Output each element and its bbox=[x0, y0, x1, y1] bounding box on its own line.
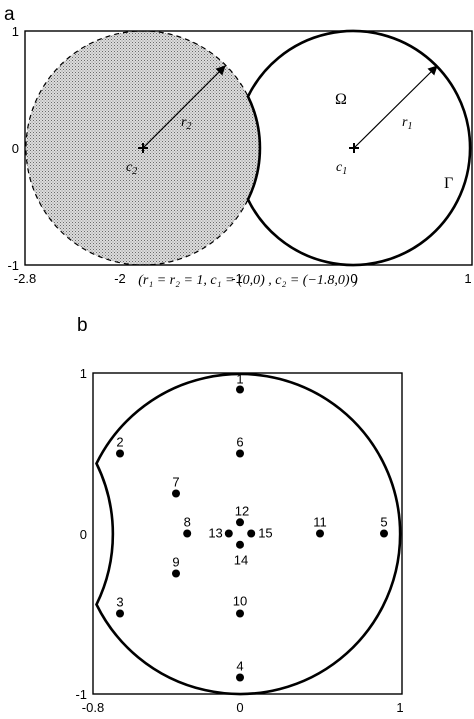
point-2-marker bbox=[116, 449, 124, 458]
point-10-label: 10 bbox=[233, 594, 247, 609]
panel-b-y-ticks: 1 0 -1 bbox=[75, 366, 87, 702]
point-12-label: 12 bbox=[235, 503, 249, 518]
y-tick-label: -1 bbox=[7, 258, 19, 273]
x-tick-label: -2.8 bbox=[14, 271, 36, 286]
gamma-label: Γ bbox=[444, 175, 453, 192]
point-3-label: 3 bbox=[116, 595, 123, 610]
x-tick-label: -2 bbox=[114, 271, 126, 286]
panel-a-caption: (r₁ = r₂ = 1, c₁ = (0,0) , c₂ = (−1.8,0)… bbox=[138, 273, 358, 288]
point-6-label: 6 bbox=[236, 435, 243, 450]
y-tick-label: 0 bbox=[12, 141, 19, 156]
c2-label: c2 bbox=[126, 160, 137, 177]
x-tick-label: 1 bbox=[464, 271, 471, 286]
point-15-label: 15 bbox=[258, 526, 272, 541]
point-12-marker bbox=[236, 518, 244, 527]
point-3-marker bbox=[116, 609, 124, 618]
domain-boundary bbox=[95, 372, 402, 696]
c1-label: c1 bbox=[336, 160, 347, 177]
point-1-label: 1 bbox=[236, 372, 243, 387]
point-14-marker bbox=[236, 540, 244, 549]
panel-b-label: b bbox=[77, 315, 88, 336]
point-8-label: 8 bbox=[184, 515, 191, 530]
point-4-marker bbox=[236, 673, 244, 682]
point-11-marker bbox=[316, 529, 324, 538]
point-6-marker bbox=[236, 449, 244, 458]
y-tick-label: 1 bbox=[12, 24, 19, 39]
radius-r1-arrow bbox=[353, 65, 438, 149]
x-tick-label: -1 bbox=[231, 271, 243, 286]
radius-r2-arrow bbox=[142, 65, 226, 149]
point-14-label: 14 bbox=[234, 553, 248, 568]
point-5-label: 5 bbox=[380, 515, 387, 530]
panel-a-y-ticks: 1 0 -1 bbox=[7, 24, 19, 273]
point-2-label: 2 bbox=[116, 435, 123, 450]
panel-a: a r2 r1 c2 c1 Ω Γ -2.8 -2 -1 0 bbox=[4, 4, 473, 288]
panel-a-x-ticks: -2.8 -2 -1 0 1 bbox=[14, 271, 472, 286]
point-15-marker bbox=[247, 529, 256, 538]
y-tick-label: 0 bbox=[80, 527, 87, 542]
point-1-marker bbox=[236, 385, 244, 394]
point-9-label: 9 bbox=[172, 555, 179, 570]
panel-a-label: a bbox=[4, 4, 15, 25]
x-tick-label: 1 bbox=[396, 700, 403, 715]
point-4-label: 4 bbox=[236, 659, 243, 674]
point-7-label: 7 bbox=[172, 475, 179, 490]
y-tick-label: 1 bbox=[80, 366, 87, 381]
point-10-marker bbox=[236, 609, 244, 618]
panel-b-x-ticks: -0.8 0 1 bbox=[82, 700, 404, 715]
domain-boundary-gamma bbox=[246, 29, 472, 267]
r1-label: r1 bbox=[402, 115, 412, 132]
omega-label: Ω bbox=[335, 91, 347, 108]
center-c2-marker bbox=[138, 143, 148, 153]
point-13-marker bbox=[224, 529, 233, 538]
point-5-marker bbox=[380, 529, 388, 538]
point-13-label: 13 bbox=[208, 526, 222, 541]
y-tick-label: -1 bbox=[75, 687, 87, 702]
panel-a-frame bbox=[24, 30, 473, 266]
x-tick-label: 0 bbox=[350, 271, 357, 286]
point-8-marker bbox=[183, 529, 192, 538]
point-7-marker bbox=[172, 489, 180, 498]
x-tick-label: 0 bbox=[236, 700, 243, 715]
point-11-label: 11 bbox=[313, 515, 327, 530]
r2-label: r2 bbox=[181, 115, 191, 132]
x-tick-label: -0.8 bbox=[82, 700, 104, 715]
point-9-marker bbox=[172, 569, 180, 578]
center-c1-marker bbox=[349, 143, 359, 153]
